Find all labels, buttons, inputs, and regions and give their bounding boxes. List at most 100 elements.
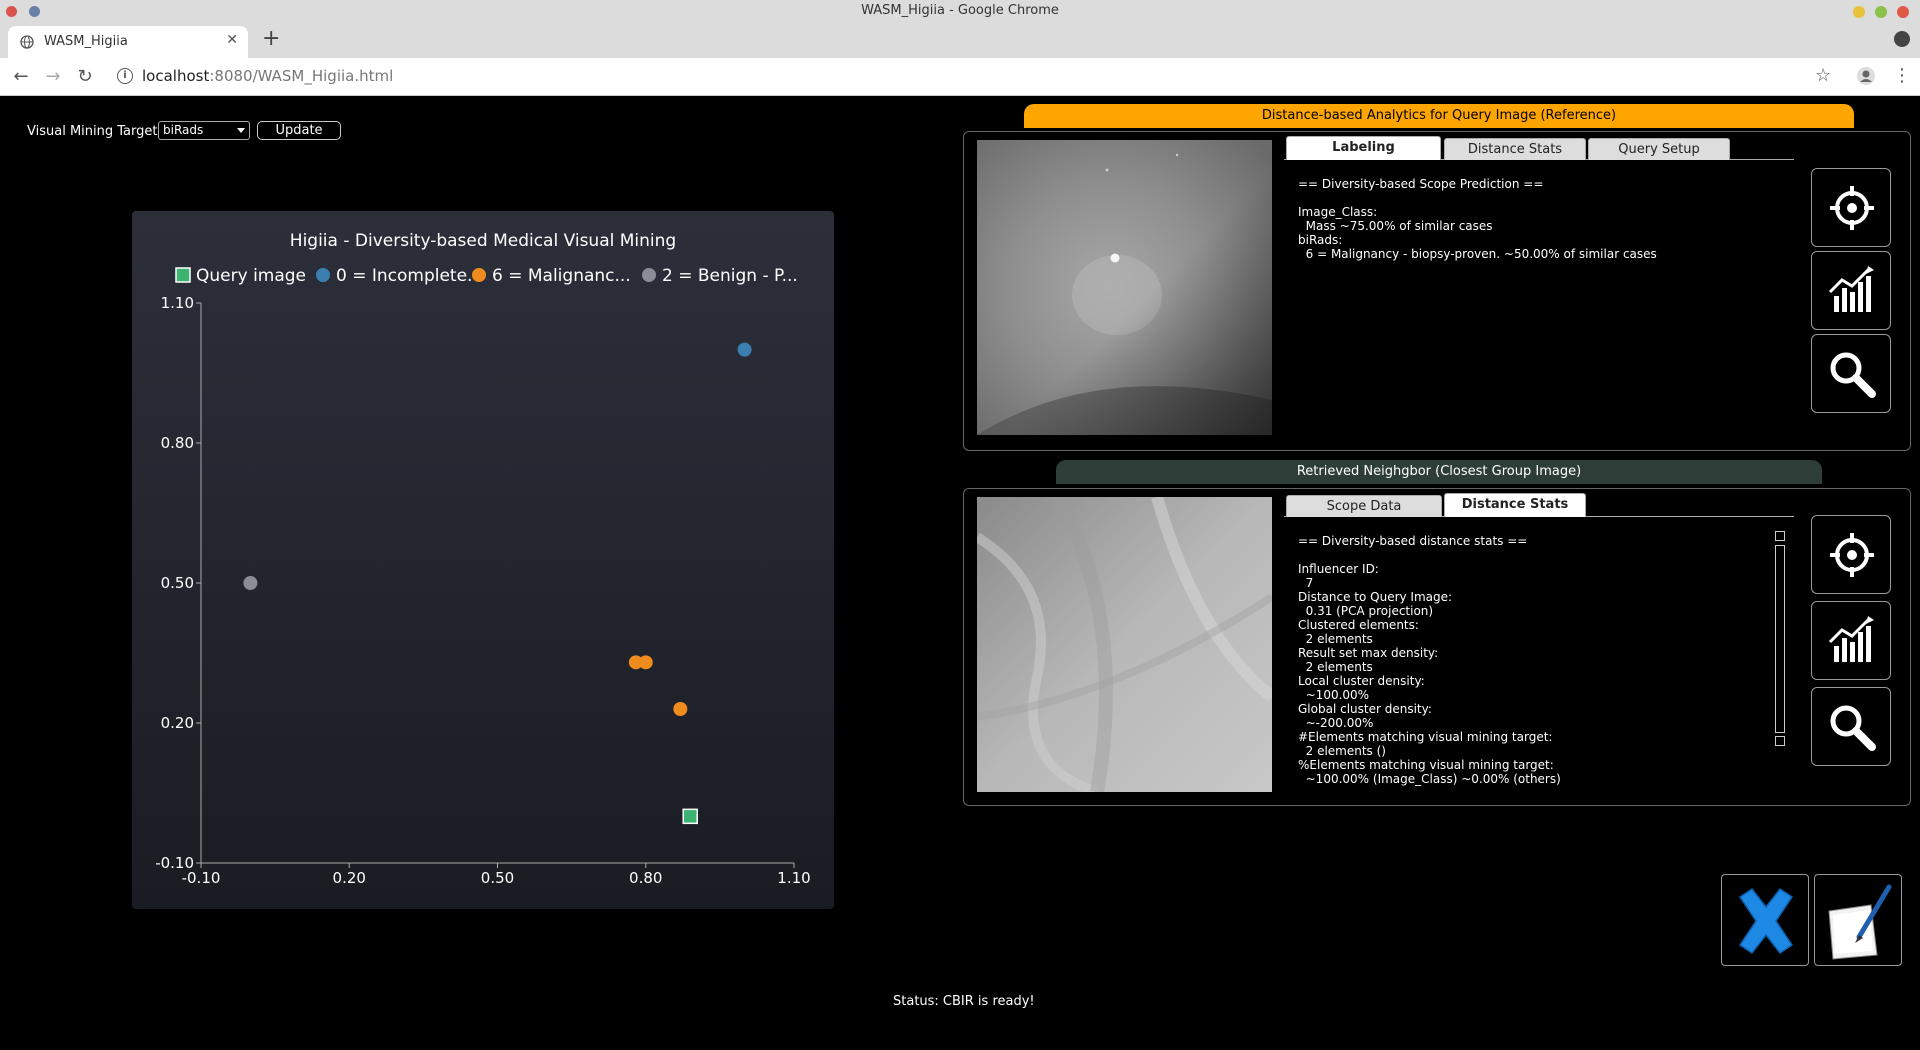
reference-tabs: Labeling Distance Stats Query Setup [1284,136,1794,160]
query-mammogram-image [977,140,1272,435]
legend-label: 2 = Benign - P... [662,266,798,286]
locate-button[interactable] [1811,168,1891,247]
chart-stats-neighbor-button[interactable] [1811,601,1891,680]
tab-distance-stats-neighbor[interactable]: Distance Stats [1444,493,1586,517]
distance-stats-line: Result set max density: [1298,646,1439,660]
locate-neighbor-button[interactable] [1811,515,1891,594]
close-window-button[interactable] [1897,6,1909,18]
scatter-chart-panel: Higiia - Diversity-based Medical Visual … [132,211,834,909]
tab-distance-stats[interactable]: Distance Stats [1444,138,1586,160]
close-x-icon [1738,887,1794,955]
tab-strip: WASM_Higiia ✕ + [0,23,1920,58]
data-point [638,655,653,670]
y-tick-label: 0.20 [161,714,194,732]
distance-stats-line: ~100.00% [1298,688,1370,702]
search-button[interactable] [1811,334,1891,413]
scope-prediction-line: 6 = Malignancy - biopsy-proven. ~50.00% … [1298,247,1657,261]
scope-prediction-line: == Diversity-based Scope Prediction == [1298,177,1544,191]
visual-mining-target-select[interactable]: biRads [158,121,250,140]
distance-stats-text: == Diversity-based distance stats == Inf… [1298,534,1561,786]
x-tick-label: 0.50 [481,869,514,887]
tab-query-setup[interactable]: Query Setup [1588,138,1730,160]
scope-prediction-line: biRads: [1298,233,1343,247]
legend-label: Query image [196,266,306,286]
update-button[interactable]: Update [257,121,341,140]
distance-stats-line: 2 elements [1298,660,1373,674]
new-tab-button[interactable]: + [262,26,281,51]
scroll-down-button[interactable] [1775,736,1785,746]
distance-stats-line: %Elements matching visual mining target: [1298,758,1554,772]
edit-report-button[interactable] [1814,874,1902,966]
scroll-up-button[interactable] [1775,531,1785,541]
legend-label: 6 = Malignanc... [492,266,631,286]
legend-marker [642,268,656,282]
x-tick-label: 1.10 [777,869,810,887]
neighbor-mammogram-image [977,497,1272,792]
distance-stats-line: ~-200.00% [1298,716,1374,730]
legend-marker [316,268,330,282]
tab-scope-data[interactable]: Scope Data [1286,495,1442,517]
window-title: WASM_Higiia - Google Chrome [861,3,1059,18]
distance-stats-line: == Diversity-based distance stats == [1298,534,1528,548]
distance-stats-line: Distance to Query Image: [1298,590,1453,604]
x-tick-label: 0.20 [333,869,366,887]
scope-prediction-line: Image_Class: [1298,205,1378,219]
magnifier-icon [1830,705,1876,751]
legend-marker [472,268,486,282]
window-menu-icon[interactable] [29,6,40,17]
x-tick-label: 0.80 [629,869,662,887]
text-scrollbar[interactable] [1775,531,1785,746]
forward-arrow-icon[interactable]: → [45,66,61,87]
site-info-icon[interactable]: i [117,68,133,84]
distance-stats-line: Local cluster density: [1298,674,1425,688]
url-path: :8080/WASM_Higiia.html [209,67,394,85]
neighbor-panel: Scope Data Distance Stats == Diversity-b… [963,488,1911,806]
visual-mining-target-value: biRads [163,123,204,137]
tab-labeling[interactable]: Labeling [1286,136,1441,160]
tab-search-icon[interactable] [1894,31,1910,47]
browser-tab[interactable]: WASM_Higiia ✕ [8,26,248,58]
back-arrow-icon[interactable]: ← [13,66,29,87]
address-bar[interactable]: localhost:8080/WASM_Higiia.html [142,67,393,85]
bookmark-star-icon[interactable]: ☆ [1815,65,1832,86]
legend-marker [175,267,191,283]
app-root: Visual Mining Target: biRads Update Higi… [0,96,1920,1050]
y-tick-label: 0.50 [161,574,194,592]
globe-icon [20,35,34,49]
scroll-track[interactable] [1775,545,1785,733]
visual-mining-target-label: Visual Mining Target: [27,124,162,139]
tab-title: WASM_Higiia [44,34,128,49]
maximize-button[interactable] [1875,6,1887,18]
scope-prediction-line: Mass ~75.00% of similar cases [1298,219,1493,233]
minimize-button[interactable] [1853,6,1865,18]
chart-stats-button[interactable] [1811,251,1891,330]
distance-stats-line: 2 elements () [1298,744,1386,758]
x-tick-label: -0.10 [182,869,221,887]
y-tick-label: 0.80 [161,434,194,452]
status-text: Status: CBIR is ready! [893,994,1035,1009]
data-point [737,342,752,357]
distance-stats-line: ~100.00% (Image_Class) ~0.00% (others) [1298,772,1561,786]
data-point [628,655,643,670]
search-neighbor-button[interactable] [1811,687,1891,766]
data-point-query [682,808,698,825]
distance-stats-line [1298,548,1561,562]
scatter-chart[interactable]: Higiia - Diversity-based Medical Visual … [132,211,834,909]
neighbor-banner: Retrieved Neighgbor (Closest Group Image… [1056,460,1822,484]
chrome-app-icon [6,6,17,17]
close-tab-icon[interactable]: ✕ [226,32,238,48]
profile-avatar-icon[interactable] [1856,66,1876,86]
reload-icon[interactable]: ↻ [77,66,93,87]
distance-stats-line: 0.31 (PCA projection) [1298,604,1434,618]
crosshair-icon [1830,533,1874,577]
window-titlebar: WASM_Higiia - Google Chrome [0,0,1920,23]
neighbor-tabs: Scope Data Distance Stats [1284,493,1794,517]
scope-prediction-text: == Diversity-based Scope Prediction == I… [1298,177,1657,261]
browser-toolbar: ← → ↻ i localhost:8080/WASM_Higiia.html … [0,58,1920,96]
chart-title: Higiia - Diversity-based Medical Visual … [290,231,676,251]
kebab-menu-icon[interactable]: ⋮ [1893,65,1911,86]
distance-stats-line: Clustered elements: [1298,618,1419,632]
y-tick-label: -0.10 [155,854,194,872]
data-point [243,576,258,590]
reject-button[interactable] [1721,874,1809,966]
